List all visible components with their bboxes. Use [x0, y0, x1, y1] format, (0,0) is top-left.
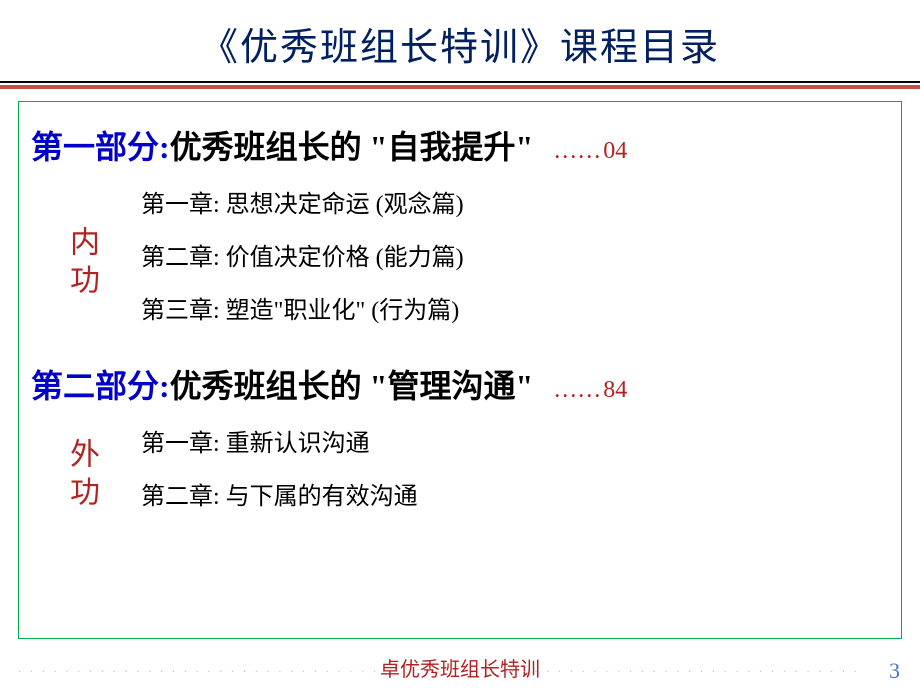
content-box: 第一部分: 优秀班组长的 "自我提升" …… 04 内功 第一章: 思想决定命运…: [18, 101, 902, 639]
section-2: 第二部分: 优秀班组长的 "管理沟通" …… 84 外功 第一章: 重新认识沟通…: [31, 361, 889, 529]
section-2-chapters: 第一章: 重新认识沟通 第二章: 与下属的有效沟通: [141, 423, 889, 529]
section-1-page: 04: [603, 138, 627, 165]
section-1: 第一部分: 优秀班组长的 "自我提升" …… 04 内功 第一章: 思想决定命运…: [31, 122, 889, 343]
chapter-item: 第三章: 塑造"职业化" (行为篇): [141, 290, 889, 325]
section-2-body: 外功 第一章: 重新认识沟通 第二章: 与下属的有效沟通: [31, 423, 889, 529]
divider-red: [0, 85, 920, 89]
section-1-part-title: 优秀班组长的 "自我提升": [170, 122, 534, 168]
section-2-part-label: 第二部分:: [31, 361, 170, 407]
slide-title: 《优秀班组长特训》课程目录: [0, 0, 920, 71]
section-1-body: 内功 第一章: 思想决定命运 (观念篇) 第二章: 价值决定价格 (能力篇) 第…: [31, 184, 889, 343]
chapter-item: 第一章: 重新认识沟通: [141, 423, 889, 458]
section-1-chapters: 第一章: 思想决定命运 (观念篇) 第二章: 价值决定价格 (能力篇) 第三章:…: [141, 184, 889, 343]
chapter-item: 第二章: 价值决定价格 (能力篇): [141, 237, 889, 272]
section-1-part-label: 第一部分:: [31, 122, 170, 168]
section-2-vertical-label: 外功: [51, 423, 111, 529]
section-2-page: 84: [603, 377, 627, 404]
section-2-dots: ……: [553, 377, 601, 404]
section-1-vertical-label: 内功: [51, 184, 111, 343]
footer-decoration-right: · · · · · · · · · · · · · · · · · · · · …: [499, 667, 860, 678]
divider-black: [0, 81, 920, 83]
chapter-item: 第一章: 思想决定命运 (观念篇): [141, 184, 889, 219]
section-1-header: 第一部分: 优秀班组长的 "自我提升" …… 04: [31, 122, 889, 168]
section-1-dots: ……: [553, 138, 601, 165]
section-2-header: 第二部分: 优秀班组长的 "管理沟通" …… 84: [31, 361, 889, 407]
page-number: 3: [889, 658, 900, 684]
section-2-part-title: 优秀班组长的 "管理沟通": [170, 361, 534, 407]
chapter-item: 第二章: 与下属的有效沟通: [141, 476, 889, 511]
